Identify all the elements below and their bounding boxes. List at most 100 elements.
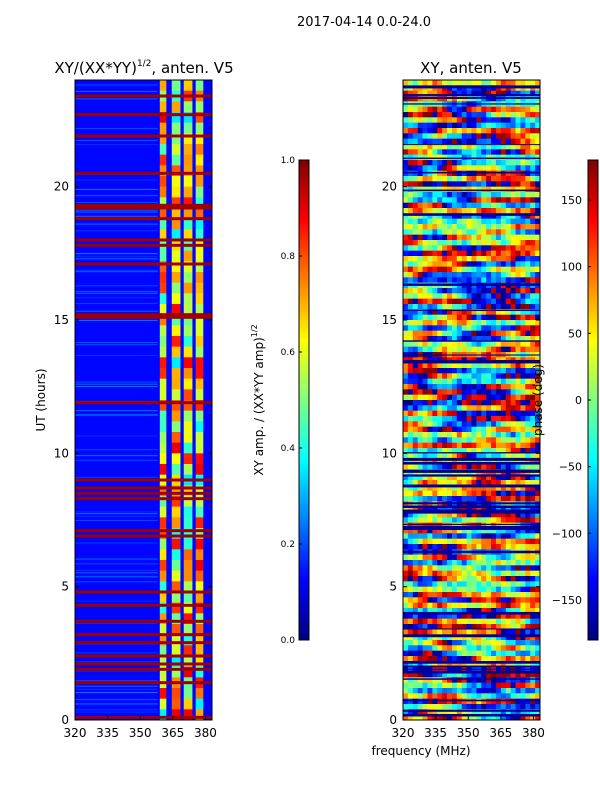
right-phase-cell bbox=[515, 133, 521, 140]
right-phase-cell bbox=[466, 304, 472, 310]
right-phase-cell bbox=[427, 522, 433, 529]
right-phase-cell bbox=[520, 709, 526, 716]
right-phase-cell bbox=[500, 533, 507, 540]
right-phase-cell bbox=[447, 298, 453, 305]
right-phase-cell bbox=[530, 288, 536, 294]
right-phase-cell bbox=[407, 581, 414, 588]
right-phase-cell bbox=[412, 698, 419, 705]
right-phase-cell bbox=[422, 576, 428, 582]
right-phase-cell bbox=[525, 565, 531, 572]
right-phase-cell bbox=[466, 490, 472, 497]
right-phase-cell bbox=[437, 218, 443, 225]
right-phase-cell bbox=[412, 229, 419, 236]
right-phase-cell bbox=[432, 362, 438, 369]
right-phase-cell bbox=[447, 144, 453, 150]
right-phase-cell bbox=[476, 186, 482, 193]
right-phase-cell bbox=[412, 405, 419, 412]
right-phase-cell bbox=[407, 320, 414, 326]
right-phase-cell bbox=[486, 336, 492, 342]
right-phase-cell bbox=[515, 522, 521, 529]
right-ytick-label: 20 bbox=[382, 180, 397, 194]
right-phase-cell bbox=[432, 480, 438, 486]
right-phase-cell bbox=[505, 544, 512, 550]
right-phase-cell bbox=[510, 592, 516, 598]
right-phase-cell bbox=[422, 490, 428, 497]
right-phase-cell bbox=[486, 346, 492, 353]
right-phase-cell bbox=[491, 682, 497, 689]
right-phase-cell bbox=[447, 309, 453, 316]
right-phase-cell bbox=[510, 586, 516, 593]
right-phase-cell bbox=[456, 213, 463, 220]
right-phase-cell bbox=[515, 394, 521, 401]
right-phase-cell bbox=[422, 336, 428, 342]
right-phase-cell bbox=[427, 330, 433, 337]
right-phase-cell bbox=[515, 293, 521, 300]
right-phase-cell bbox=[505, 213, 512, 220]
right-phase-cell bbox=[515, 693, 521, 700]
right-phase-cell bbox=[422, 624, 428, 630]
right-phase-cell bbox=[481, 229, 487, 236]
right-phase-cell bbox=[515, 480, 521, 486]
right-phase-cell bbox=[525, 90, 531, 97]
right-phase-cell bbox=[437, 570, 443, 577]
right-phase-cell bbox=[437, 176, 443, 182]
right-phase-cell bbox=[466, 378, 472, 385]
right-phase-cell bbox=[461, 80, 468, 86]
right-phase-cell bbox=[437, 384, 443, 390]
right-phase-cell bbox=[412, 149, 419, 156]
right-phase-cell bbox=[437, 378, 443, 385]
right-phase-cell bbox=[427, 714, 433, 720]
right-phase-cell bbox=[427, 437, 433, 444]
right-phase-cell bbox=[451, 682, 458, 689]
left-colorbar-tick-label: 0.6 bbox=[281, 348, 296, 358]
right-phase-cell bbox=[451, 538, 458, 545]
right-phase-cell bbox=[456, 298, 463, 305]
right-phase-cell bbox=[481, 394, 487, 401]
right-phase-cell bbox=[456, 394, 463, 401]
right-phase-cell bbox=[530, 170, 536, 177]
left-band-cell bbox=[195, 357, 204, 369]
left-band-cell bbox=[195, 432, 204, 444]
right-phase-cell bbox=[495, 613, 502, 620]
right-phase-cell bbox=[451, 608, 458, 614]
right-phase-cell bbox=[495, 368, 502, 374]
right-phase-cell bbox=[500, 442, 507, 449]
right-phase-cell bbox=[427, 512, 433, 518]
right-phase-cell bbox=[535, 453, 540, 460]
right-phase-cell bbox=[486, 293, 492, 300]
right-phase-cell bbox=[491, 90, 497, 97]
right-phase-cell bbox=[407, 410, 414, 417]
right-phase-cell bbox=[495, 218, 502, 225]
right-phase-cell bbox=[505, 133, 512, 140]
right-phase-cell bbox=[432, 229, 438, 236]
left-band-cell bbox=[159, 400, 167, 412]
right-phase-cell bbox=[476, 432, 482, 438]
right-phase-cell bbox=[442, 437, 448, 444]
left-band-cell bbox=[159, 581, 167, 593]
right-phase-cell bbox=[510, 160, 516, 166]
right-phase-cell bbox=[515, 277, 521, 284]
right-phase-cell bbox=[407, 618, 414, 625]
right-phase-cell bbox=[481, 458, 487, 465]
right-dark-row bbox=[403, 461, 540, 465]
right-phase-cell bbox=[535, 608, 540, 614]
right-phase-cell bbox=[486, 202, 492, 209]
right-phase-cell bbox=[495, 266, 502, 273]
right-phase-cell bbox=[510, 602, 516, 609]
right-phase-cell bbox=[535, 80, 540, 86]
right-phase-cell bbox=[481, 208, 487, 214]
left-saturated-row bbox=[75, 313, 212, 317]
right-phase-cell bbox=[427, 149, 433, 156]
right-phase-cell bbox=[422, 650, 428, 657]
right-phase-cell bbox=[491, 474, 497, 481]
right-phase-cell bbox=[535, 528, 540, 534]
right-phase-cell bbox=[520, 698, 526, 705]
right-phase-cell bbox=[520, 309, 526, 316]
right-phase-cell bbox=[471, 314, 477, 321]
left-band-cell bbox=[183, 634, 193, 646]
right-phase-cell bbox=[466, 485, 472, 492]
right-phase-cell bbox=[481, 346, 487, 353]
right-phase-cell bbox=[456, 485, 463, 492]
right-phase-cell bbox=[500, 293, 507, 300]
left-band-cell bbox=[171, 698, 181, 710]
